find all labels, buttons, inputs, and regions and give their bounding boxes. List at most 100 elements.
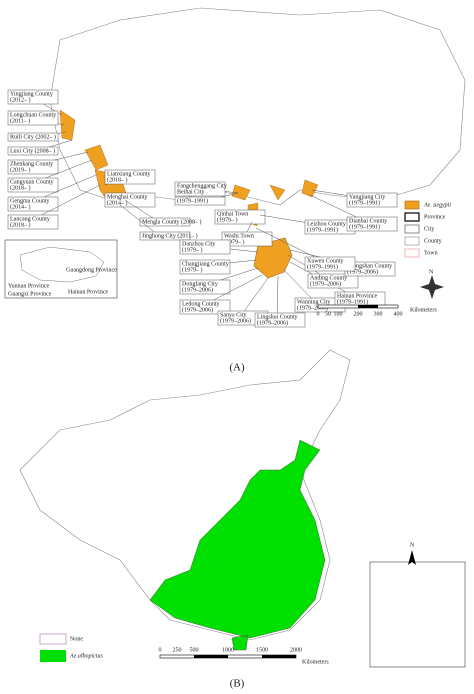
callout-name: Cangyuan County [10, 179, 54, 185]
callout-years: (1979–1991) [349, 199, 380, 206]
callout-name: Gengma County [10, 198, 50, 204]
callout-name: Jinghong City (2011– ) [142, 232, 198, 239]
callout-name: Menghai County [107, 194, 148, 200]
callout-box [7, 110, 59, 126]
callout-name: Dianbai County [349, 218, 387, 224]
albopictus-area [149, 439, 326, 651]
callout-box [7, 196, 59, 212]
callout-name: Xuwen County [307, 258, 344, 264]
callout-box [7, 177, 59, 193]
north-arrow [408, 550, 416, 565]
callout-name: Fangchenggang City [177, 183, 227, 189]
leader-line [239, 277, 269, 318]
callout-name: Anding County [310, 275, 347, 281]
callout-years: (1979–2006) [182, 286, 213, 293]
callout-box [7, 159, 59, 175]
callout-years: (2014– ) [10, 203, 31, 210]
callout-box [7, 146, 59, 156]
scale-label: 1000 [222, 647, 234, 653]
callout-years: (1979–1991) [349, 223, 380, 230]
callout-name: Ruili City (2002– ) [10, 133, 56, 140]
callout-box [221, 231, 273, 247]
scale-label: 2000 [290, 647, 302, 653]
callout-box [346, 216, 398, 232]
callout-years: (1979–2006) [347, 268, 378, 275]
legend-label: Town [424, 250, 438, 256]
callout-years: (2018– ) [107, 176, 128, 183]
inset-label: Yunnan Province [8, 283, 49, 289]
scale-label: 500 [190, 647, 199, 653]
callout-box [7, 89, 59, 105]
callout-years: (2012– ) [10, 96, 31, 103]
callout-name: Yingjiang County [10, 91, 53, 97]
south-china-map [49, 7, 466, 206]
callout-years: (1979–2006) [310, 280, 341, 287]
scale-bar-fill [262, 655, 296, 658]
callout-name: Leizhou County [307, 221, 346, 227]
callout-name: Mengla County (2008– ) [142, 218, 202, 225]
callout-name: Ledong County [182, 301, 220, 307]
callout-name: Zhenkang County [10, 161, 53, 167]
north-label: N [429, 269, 434, 275]
legend-label: City [424, 226, 434, 232]
callout-box [179, 279, 231, 295]
caption: (B) [230, 678, 245, 690]
callout-box [304, 256, 356, 272]
callout-box [254, 312, 306, 328]
callout-years: (1979–1991) [337, 298, 368, 305]
callout-name: Lancang County [10, 216, 50, 222]
scale-label: 0 [159, 647, 162, 653]
callout-box [139, 217, 191, 227]
callout-years: (1979– ) [182, 266, 203, 273]
callout-box [139, 231, 191, 241]
callout-years: (2019– ) [10, 166, 31, 173]
callout-years: (2014– ) [107, 199, 128, 206]
legend-label: Province [424, 214, 446, 220]
scale-label: 1500 [256, 647, 268, 653]
scale-bar-fill [194, 655, 228, 658]
legend-swatch [404, 248, 420, 258]
scale-label: 300 [374, 311, 383, 317]
callout-box [307, 273, 359, 289]
inset-label: Guangxi Province [8, 291, 52, 297]
scale-unit: Kilometers [302, 659, 329, 665]
callout-box [346, 192, 398, 208]
callout-name: Lianxiang County [107, 171, 151, 177]
callout-name: Danzhou City [182, 241, 216, 247]
callout-box [179, 239, 231, 255]
legend-swatch [39, 633, 67, 645]
callout-name: (1979–1991) [177, 197, 208, 204]
callout-name: Yangjiang City [349, 194, 385, 200]
callout-years: (2018– ) [10, 184, 31, 191]
north-label: N [410, 542, 415, 548]
scale-label: 0 [317, 311, 320, 317]
scale-label: 250 [173, 647, 182, 653]
callout-name: Lingshui County [257, 314, 298, 320]
callout-years: (1979– ) [224, 238, 245, 245]
callout-name: Longchuan County [10, 112, 56, 118]
callout-box [7, 132, 59, 142]
callout-name: Washi Town [224, 233, 254, 239]
callout-name: Changjiang County [182, 261, 229, 267]
callout-years: (1979–1991) [307, 226, 338, 233]
callout-years: (2018– ) [10, 221, 31, 228]
callout-box [179, 259, 231, 275]
legend-swatch [404, 224, 420, 234]
callout-box [179, 299, 231, 315]
scale-unit: Kilometers [410, 307, 437, 313]
callout-years: (2011– ) [10, 117, 30, 124]
callout-box [104, 169, 156, 185]
callout-box [7, 214, 59, 230]
legend-swatch [40, 650, 66, 662]
scale-bar-fill [358, 305, 378, 308]
callout-years: (1979– ) [182, 246, 203, 253]
caption: (A) [229, 362, 245, 374]
scale-label: 100 [334, 311, 343, 317]
leader-line [276, 275, 279, 320]
callout-years: (1979–2006) [257, 319, 288, 326]
legend-swatch [404, 212, 420, 222]
legend-swatch [404, 236, 420, 246]
callout-box [214, 209, 266, 225]
callout-years: (1979–2006) [297, 304, 328, 311]
